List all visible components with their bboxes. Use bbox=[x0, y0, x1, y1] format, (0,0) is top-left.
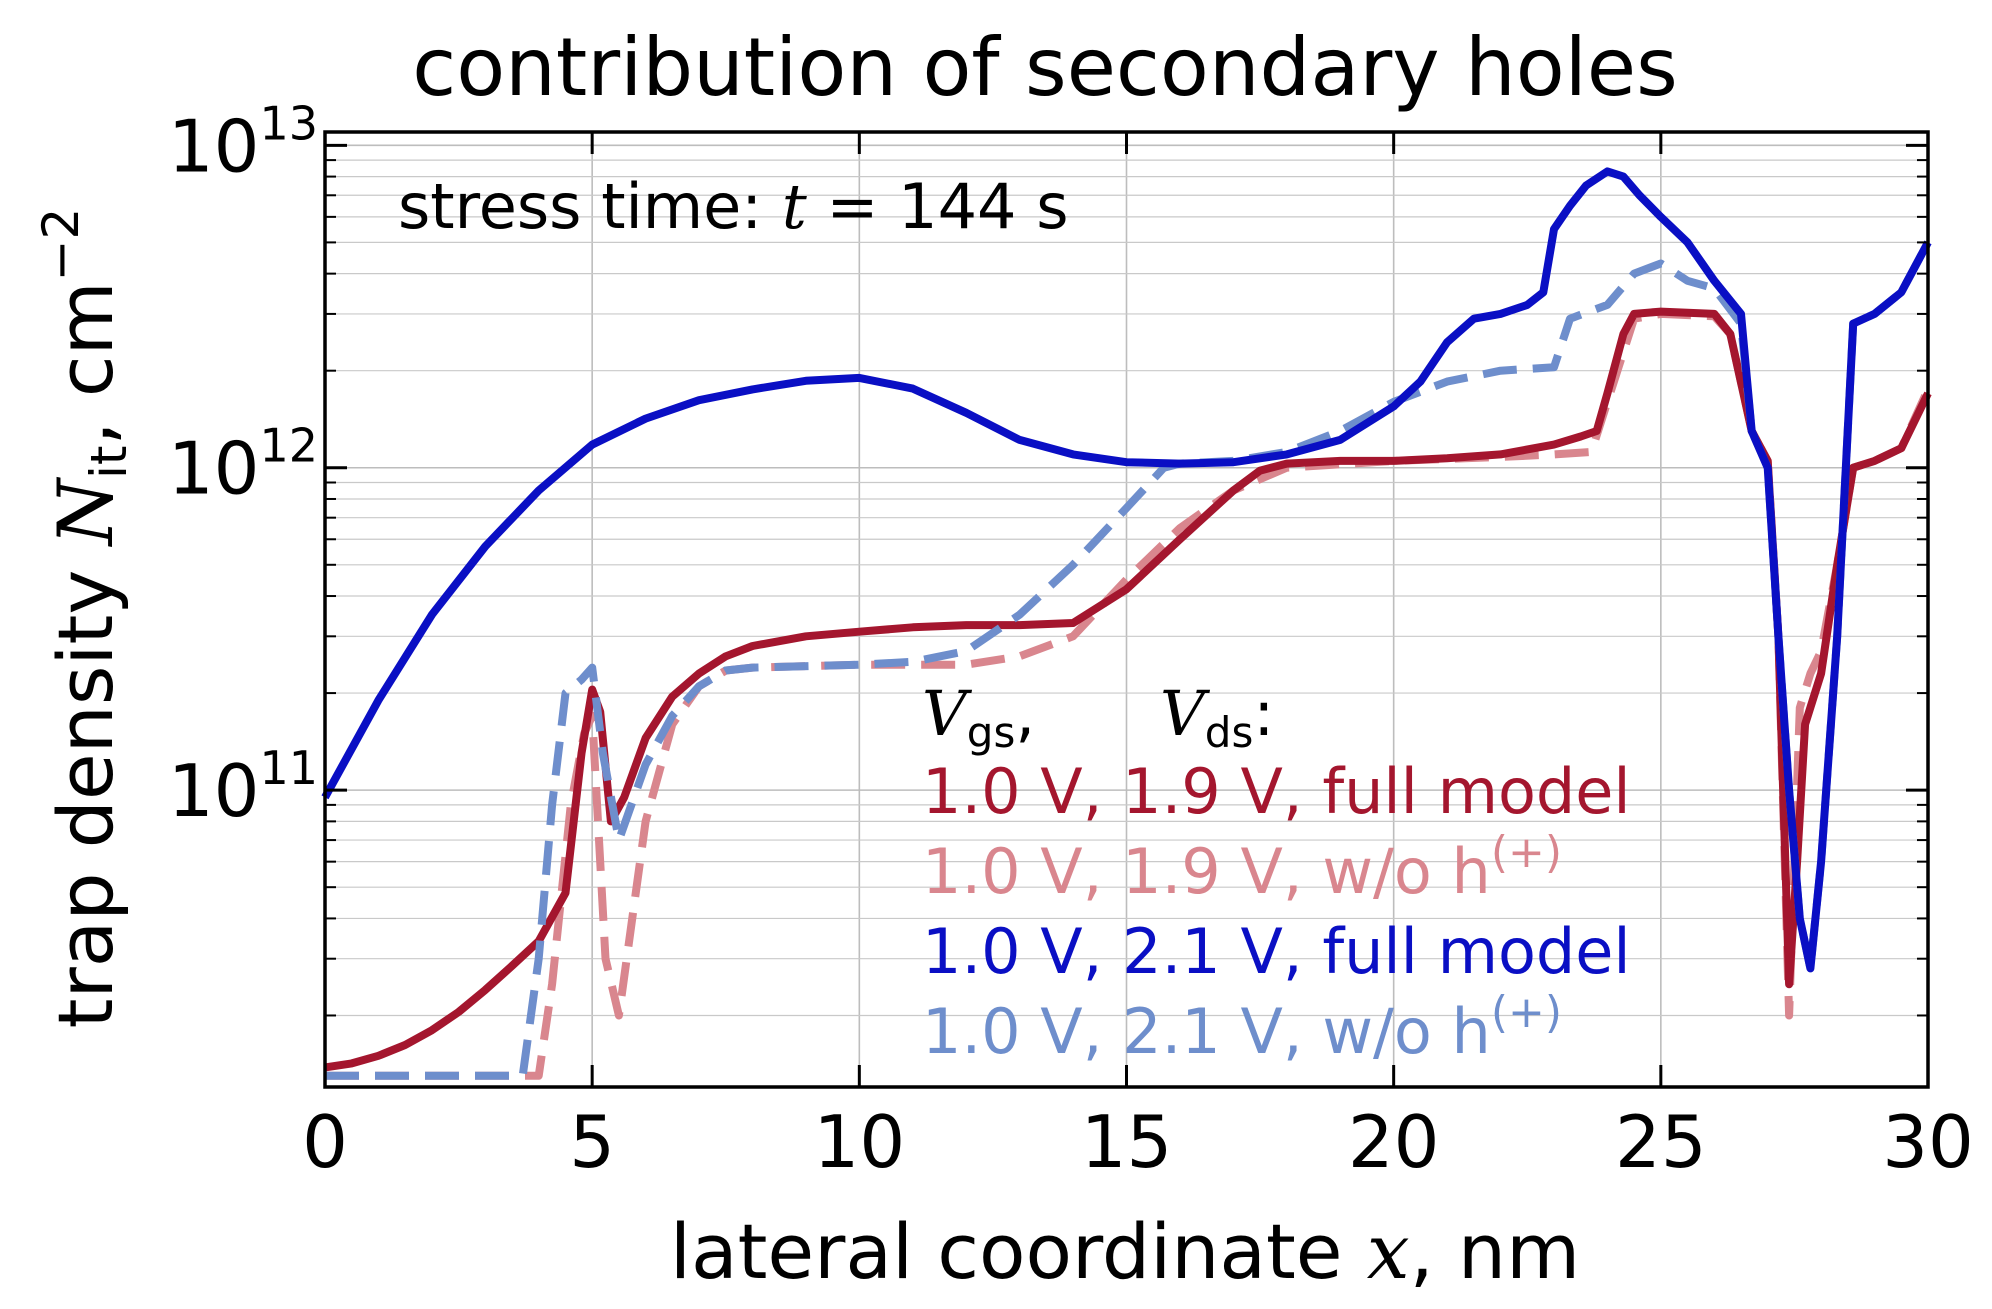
legend-entry-blue-full: 1.0 V, 2.1 V, full model bbox=[922, 915, 1631, 988]
y-axis-label: trap density Nit, cm−2 bbox=[32, 208, 138, 1029]
series-group bbox=[321, 167, 1932, 1080]
x-tick-labels: 0 5 10 15 20 25 30 bbox=[302, 1100, 1974, 1184]
legend-header-vds: Vds: bbox=[1160, 677, 1274, 757]
y-tick-exponent: 12 bbox=[259, 419, 318, 473]
x-axis-label: lateral coordinate x, nm bbox=[670, 1207, 1580, 1296]
y-tick-labels: 1011 1012 1013 bbox=[168, 96, 318, 833]
x-tick-label: 5 bbox=[569, 1100, 615, 1184]
x-tick-label: 25 bbox=[1615, 1100, 1707, 1184]
grid bbox=[324, 132, 1929, 1087]
legend-header: Vgs, bbox=[922, 677, 1035, 757]
stress-time-annotation: stress time: t = 144 s bbox=[398, 170, 1069, 243]
plot-frame bbox=[323, 130, 1930, 1089]
legend: Vgs, Vds: 1.0 V, 1.9 V, full model 1.0 V… bbox=[922, 677, 1631, 1068]
x-tick-label: 20 bbox=[1348, 1100, 1440, 1184]
x-tick-label: 10 bbox=[814, 1100, 906, 1184]
y-tick-label: 1012 bbox=[168, 419, 318, 511]
x-tick-label: 15 bbox=[1081, 1100, 1173, 1184]
y-tick-label: 1011 bbox=[168, 741, 318, 833]
legend-entry-red-full: 1.0 V, 1.9 V, full model bbox=[922, 755, 1631, 828]
x-tick-label: 0 bbox=[302, 1100, 348, 1184]
y-tick-label: 1013 bbox=[168, 96, 318, 188]
chart-title: contribution of secondary holes bbox=[412, 21, 1678, 114]
series-line bbox=[321, 167, 1932, 973]
legend-entry-red-woh: 1.0 V, 1.9 V, w/o h(+) bbox=[922, 827, 1562, 908]
y-tick-exponent: 11 bbox=[259, 741, 318, 795]
y-tick-exponent: 13 bbox=[259, 96, 318, 150]
legend-entry-blue-woh: 1.0 V, 2.1 V, w/o h(+) bbox=[922, 987, 1562, 1068]
x-tick-label: 30 bbox=[1882, 1100, 1974, 1184]
